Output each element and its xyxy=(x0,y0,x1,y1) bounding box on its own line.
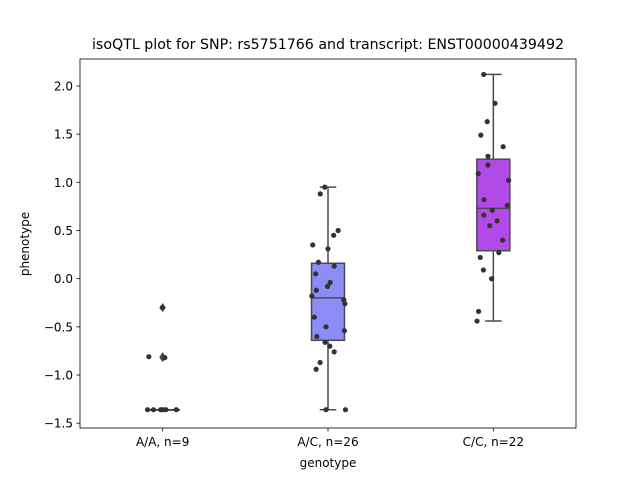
data-point xyxy=(504,202,510,209)
data-point xyxy=(494,218,500,224)
data-point xyxy=(163,407,169,413)
y-tick-label: 1.5 xyxy=(54,128,73,142)
y-tick-label: −1.5 xyxy=(44,417,73,431)
data-point xyxy=(475,308,482,315)
data-point xyxy=(331,263,337,269)
data-point xyxy=(315,259,322,265)
data-point xyxy=(474,318,480,324)
y-tick-label: 2.0 xyxy=(54,79,73,93)
x-tick-label: A/A, n=9 xyxy=(136,435,189,449)
data-point xyxy=(323,324,329,330)
data-point xyxy=(322,184,328,190)
y-axis-label: phenotype xyxy=(18,212,32,276)
data-point xyxy=(487,223,493,229)
data-point xyxy=(478,132,484,138)
box xyxy=(476,158,511,252)
data-point xyxy=(485,162,491,168)
box-group-c-c xyxy=(474,71,512,324)
data-point xyxy=(173,407,179,413)
data-point xyxy=(477,254,483,261)
data-point xyxy=(484,119,490,125)
data-point xyxy=(492,100,498,106)
data-point xyxy=(480,267,486,273)
data-point xyxy=(341,328,348,334)
data-point xyxy=(485,153,491,159)
box-group-a-c xyxy=(309,184,349,413)
data-point xyxy=(506,177,512,183)
data-point xyxy=(500,237,506,243)
data-point xyxy=(314,333,320,340)
box-group-a-a xyxy=(144,302,180,413)
data-point xyxy=(162,355,168,361)
y-tick-label: 0.5 xyxy=(54,224,73,238)
x-tick-label: C/C, n=22 xyxy=(463,435,524,449)
data-point xyxy=(342,407,349,413)
data-point xyxy=(481,212,487,218)
data-point xyxy=(150,407,157,413)
data-point xyxy=(489,207,495,213)
plot-area: −1.5 −1.0 −0.5 0.0 0.5 1.0 1.5 2.0 A/A, n=9 A/C, … xyxy=(44,58,577,449)
x-tick-label: A/C, n=26 xyxy=(297,435,358,449)
data-point xyxy=(331,232,337,238)
data-point xyxy=(324,283,331,289)
data-point xyxy=(144,407,151,413)
y-tick-label: 1.0 xyxy=(54,176,73,190)
data-point xyxy=(313,366,319,372)
data-point xyxy=(327,343,333,349)
data-point xyxy=(311,314,317,320)
data-point xyxy=(313,271,319,277)
chart-title: isoQTL plot for SNP: rs5751766 and trans… xyxy=(92,37,564,53)
data-point xyxy=(335,227,341,234)
data-point xyxy=(342,301,348,307)
data-point xyxy=(325,246,331,252)
data-point xyxy=(481,197,487,203)
data-point xyxy=(496,250,502,256)
data-point xyxy=(322,339,328,345)
data-point xyxy=(331,349,337,355)
y-tick-label: −1.0 xyxy=(44,369,73,383)
data-point xyxy=(309,293,315,299)
data-point xyxy=(313,287,319,293)
x-axis-label: genotype xyxy=(300,456,357,470)
data-point xyxy=(500,144,506,150)
data-point xyxy=(159,304,165,311)
data-point xyxy=(475,171,481,177)
data-point xyxy=(317,359,323,366)
data-point xyxy=(481,71,487,78)
y-tick-label: 0.0 xyxy=(54,272,73,286)
data-point xyxy=(317,191,323,197)
data-point xyxy=(327,279,333,286)
data-point xyxy=(146,354,152,360)
data-point xyxy=(323,407,329,413)
data-point xyxy=(310,242,316,248)
y-tick-label: −0.5 xyxy=(44,320,73,334)
data-point xyxy=(488,276,495,282)
